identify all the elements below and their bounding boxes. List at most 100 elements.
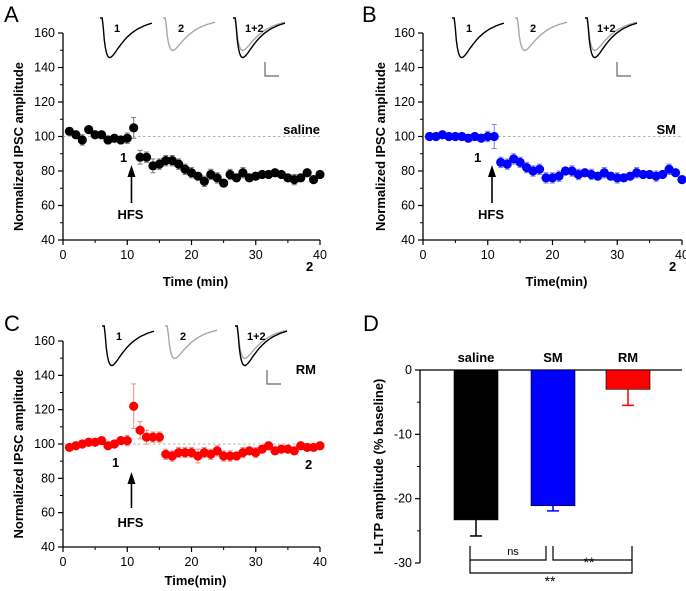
- data-point: [212, 173, 222, 183]
- x-tick-label: 20: [185, 248, 199, 262]
- condition-label: RM: [296, 362, 316, 377]
- x-tick-label: 10: [120, 248, 134, 262]
- x-tick-label: 10: [120, 555, 134, 569]
- hfs-label: HFS: [117, 515, 143, 530]
- category-label-saline: saline: [458, 350, 495, 365]
- y-tick-label: 100: [34, 130, 55, 144]
- panel-C: C 40 60 80 100 120 140 160 0 10 20 30 40 Time(min) Nor…: [4, 311, 327, 588]
- data-point: [302, 442, 312, 453]
- y-tick-label: 40: [401, 233, 415, 247]
- annotation-2: 2: [306, 259, 313, 274]
- hfs-arrow-head: [127, 165, 136, 177]
- y-tick-label: -30: [394, 556, 412, 570]
- trace-insets-B: 1 2 1+2: [452, 17, 638, 77]
- data-point: [677, 175, 686, 185]
- inset-label-2: 2: [180, 331, 186, 343]
- y-tick-label: 0: [405, 363, 412, 377]
- y-tick-label: 60: [41, 506, 55, 520]
- x-axis-title: Time(min): [165, 573, 227, 588]
- data-point: [541, 173, 551, 183]
- data-point: [308, 175, 319, 185]
- data-point: [670, 168, 681, 178]
- bar-saline: [453, 369, 499, 521]
- inset-label-2: 2: [178, 23, 184, 35]
- y-axis-title: Normalized IPSC amplitude: [11, 62, 26, 231]
- hfs-arrow-head: [487, 165, 496, 177]
- condition-label: SM: [657, 122, 677, 137]
- y-tick-label: 160: [34, 26, 55, 40]
- sig-label-saline-rm: **: [545, 573, 556, 589]
- ipsc-trace-B-2: [515, 17, 568, 52]
- scale-bar-B: [616, 62, 631, 77]
- panel-A: A 40 60 80 100 120 140 160 0 10 20 30 40 Time (min) No…: [4, 2, 327, 289]
- y-tick-label: 80: [41, 471, 55, 485]
- data-point: [264, 441, 274, 451]
- trace-insets-C: 1 2 1+2: [102, 325, 288, 385]
- y-tick-label: 140: [394, 61, 415, 75]
- x-tick-label: 20: [546, 248, 560, 262]
- data-point: [276, 444, 287, 454]
- hfs-label: HFS: [117, 207, 143, 222]
- y-axis-title: Normalized IPSC amplitude: [373, 62, 388, 231]
- data-point: [141, 432, 152, 442]
- panel-letter-B: B: [362, 2, 377, 27]
- data-point: [174, 447, 184, 458]
- data-point: [199, 176, 209, 186]
- annotation-1: 1: [112, 455, 119, 470]
- y-tick-label: 80: [401, 164, 415, 178]
- x-tick-label: 0: [60, 248, 67, 262]
- data-point: [180, 447, 190, 458]
- data-point: [315, 441, 325, 451]
- data-point: [554, 171, 564, 181]
- data-point: [657, 169, 668, 180]
- data-point: [424, 131, 435, 142]
- data-point: [315, 169, 325, 180]
- x-tick-label: 0: [60, 555, 67, 569]
- x-axis-title: Time (min): [163, 274, 229, 289]
- category-label-RM: RM: [618, 350, 638, 365]
- y-tick-label: 100: [394, 130, 415, 144]
- data-point: [148, 432, 158, 442]
- data-point: [515, 157, 525, 167]
- x-tick-label: 30: [610, 248, 624, 262]
- ipsc-trace-B-3: [585, 17, 638, 52]
- data-point: [444, 131, 454, 142]
- data-point: [96, 130, 107, 140]
- ipsc-trace-C-2: [165, 325, 218, 360]
- data-point: [534, 164, 545, 174]
- y-tick-label: 140: [34, 61, 55, 75]
- y-tick-label: 120: [394, 95, 415, 109]
- data-point: [257, 169, 267, 180]
- data-point: [219, 178, 229, 188]
- y-tick-label: -20: [394, 492, 412, 506]
- ipsc-trace-C-1: [102, 325, 155, 367]
- scale-bar-A: [264, 62, 279, 77]
- data-point: [225, 451, 235, 461]
- sig-label-ns: ns: [507, 546, 519, 558]
- data-point: [135, 425, 145, 435]
- y-tick-label: 160: [394, 26, 415, 40]
- data-point: [193, 171, 203, 181]
- data-point: [289, 446, 299, 456]
- inset-label-1: 1: [114, 23, 120, 35]
- y-axis-title: I-LTP amplitude (% baseline): [371, 379, 386, 555]
- hfs-arrow-head: [127, 472, 136, 484]
- bar-RM: [605, 369, 651, 390]
- data-point: [141, 152, 152, 162]
- ipsc-trace-A-2: [163, 17, 216, 52]
- x-tick-label: 0: [420, 248, 427, 262]
- annotation-1: 1: [120, 150, 127, 165]
- ipsc-trace-B-1: [452, 17, 505, 59]
- panel-letter-C: C: [4, 311, 20, 336]
- y-tick-label: 100: [34, 437, 55, 451]
- panel-letter-D: D: [363, 311, 379, 336]
- annotation-1: 1: [474, 150, 481, 165]
- x-tick-label: 40: [313, 555, 327, 569]
- ipsc-trace-C-4: [235, 325, 288, 367]
- sig-bracket-sm-rm: [552, 546, 633, 561]
- inset-label-1: 1: [116, 331, 122, 343]
- inset-label-3: 1+2: [597, 23, 616, 35]
- data-point: [84, 437, 94, 447]
- x-tick-label: 40: [313, 248, 327, 262]
- data-point: [450, 131, 460, 142]
